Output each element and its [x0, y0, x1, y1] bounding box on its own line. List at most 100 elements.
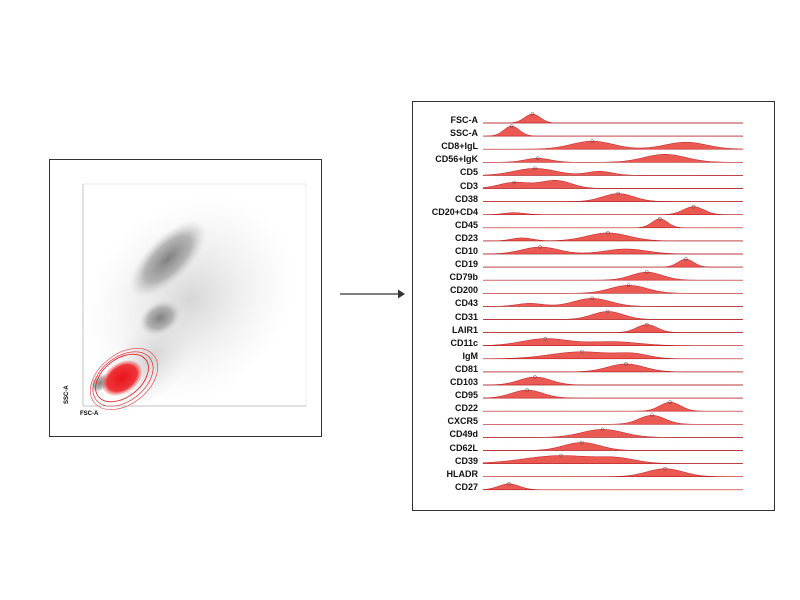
tick-mark: · [728, 151, 729, 154]
tick-mark: · [618, 308, 619, 311]
tick-mark: · [673, 360, 674, 363]
marker-label: CD20+CD4 [431, 206, 478, 217]
tick-mark: · [508, 164, 509, 167]
peak-marker [507, 481, 511, 486]
peak-marker [605, 231, 610, 235]
tick-mark: · [728, 125, 729, 128]
tick-mark: · [728, 413, 729, 416]
marker-label: CD62L [449, 442, 478, 453]
tick-mark: · [508, 373, 509, 376]
tick-mark: · [508, 125, 509, 128]
histogram-cd200 [483, 285, 743, 294]
histogram-cd19 [483, 258, 743, 268]
population-upper [129, 220, 207, 298]
tick-mark: · [563, 426, 564, 429]
tick-mark: · [508, 321, 509, 324]
tick-mark: · [618, 321, 619, 324]
histogram-cd10 [482, 246, 743, 255]
tick-mark: · [563, 387, 564, 390]
tick-mark: · [508, 478, 509, 481]
tick-mark: · [728, 138, 729, 141]
tick-mark: · [563, 465, 564, 468]
tick-mark: · [563, 347, 564, 350]
tick-mark: · [618, 151, 619, 154]
peak-marker [590, 139, 595, 144]
tick-mark: · [563, 125, 564, 128]
tick-mark: · [618, 439, 619, 442]
tick-mark: · [728, 190, 729, 193]
tick-mark: · [728, 347, 729, 350]
tick-mark: · [728, 373, 729, 376]
marker-label: CD22 [454, 403, 478, 414]
tick-mark: · [508, 413, 509, 416]
peak-marker [579, 440, 584, 445]
peak-marker [644, 322, 649, 327]
marker-label: CD200 [449, 285, 478, 296]
tick-mark: · [508, 426, 509, 429]
tick-mark: · [728, 491, 729, 494]
tick-mark: · [618, 190, 619, 193]
tick-mark: · [673, 256, 674, 259]
peak-marker [650, 413, 654, 418]
histogram-cd27 [482, 483, 743, 491]
tick-mark: · [508, 269, 509, 272]
tick-mark: · [563, 400, 564, 403]
tick-mark: · [673, 426, 674, 429]
tick-mark: · [673, 295, 674, 298]
marker-label: CD79b [449, 272, 478, 283]
tick-mark: · [618, 256, 619, 259]
histogram-hladr [483, 468, 743, 477]
peak-marker [644, 270, 649, 275]
tick-mark: · [508, 347, 509, 350]
peak-marker [605, 309, 610, 314]
marker-label: CD81 [454, 363, 478, 374]
histogram-cd56-igk [483, 154, 743, 163]
tick-mark: · [508, 256, 509, 259]
marker-label: FSC-A [450, 115, 479, 125]
tick-mark: · [563, 452, 564, 455]
tick-mark: · [728, 216, 729, 219]
marker-label: CD38 [454, 193, 478, 204]
tick-mark: · [508, 491, 509, 494]
tick-mark: · [673, 400, 674, 403]
tick-mark: · [673, 308, 674, 311]
tick-mark: · [673, 478, 674, 481]
histogram-cd81 [483, 363, 743, 373]
marker-label: CD31 [454, 311, 478, 322]
marker-label: CD11c [450, 337, 478, 348]
marker-label: CD43 [454, 298, 478, 309]
tick-mark: · [508, 138, 509, 141]
y-axis-label: SSC-A [64, 385, 70, 404]
tick-mark: · [673, 242, 674, 245]
gated-population [90, 348, 158, 410]
tick-mark: · [728, 360, 729, 363]
tick-mark: · [563, 203, 564, 206]
histogram-cd20-cd4 [483, 206, 743, 215]
marker-label: CD5 [459, 167, 478, 178]
tick-mark: · [673, 347, 674, 350]
tick-mark: · [508, 400, 509, 403]
peak-marker [626, 283, 631, 288]
tick-mark: · [618, 282, 619, 285]
scatter-plot [82, 183, 307, 412]
tick-mark: · [728, 452, 729, 455]
tick-mark: · [673, 282, 674, 285]
population-middle [139, 300, 181, 336]
marker-label: CD8+IgL [441, 141, 478, 152]
tick-mark: · [673, 413, 674, 416]
tick-mark: · [673, 321, 674, 324]
marker-label: CD45 [454, 219, 478, 230]
peak-marker [538, 245, 543, 249]
tick-mark: · [508, 190, 509, 193]
marker-label: SSC-A [449, 128, 478, 139]
tick-mark: · [728, 203, 729, 206]
tick-mark: · [728, 400, 729, 403]
histogram-cd103 [483, 376, 743, 386]
marker-label: CD49d [449, 429, 478, 440]
tick-mark: · [563, 282, 564, 285]
marker-label: CD39 [454, 455, 478, 466]
tick-mark: · [728, 334, 729, 337]
tick-mark: · [728, 164, 729, 167]
peak-marker [559, 453, 563, 458]
tick-mark: · [673, 151, 674, 154]
